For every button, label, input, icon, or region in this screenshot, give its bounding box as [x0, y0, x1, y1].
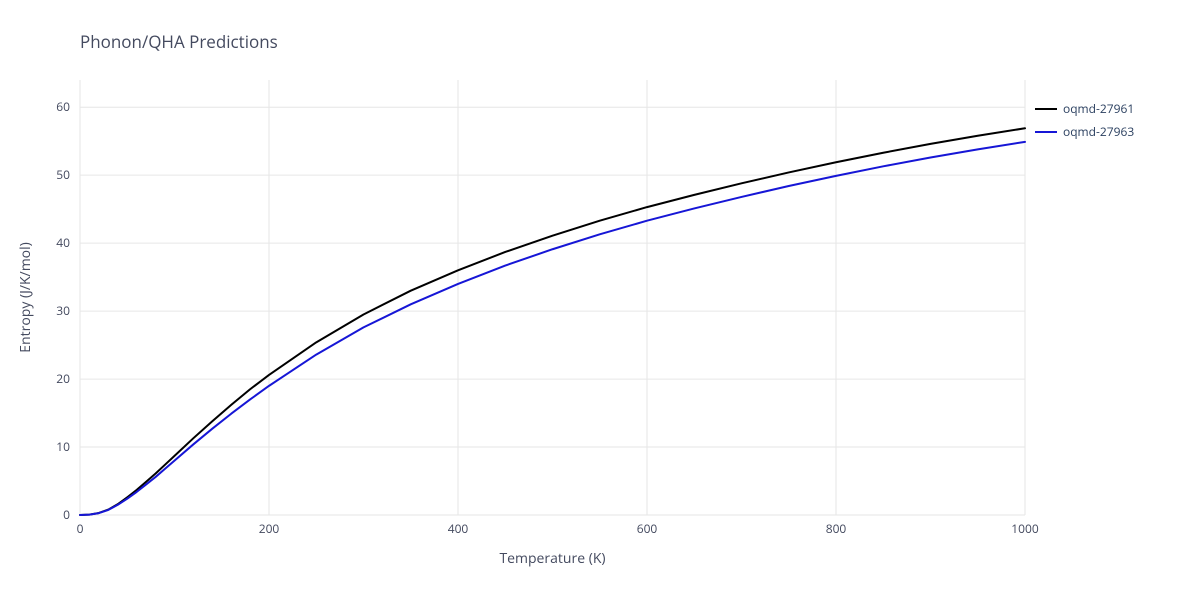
legend-label: oqmd-27961: [1063, 100, 1134, 117]
chart-container: Phonon/QHA Predictions 02004006008001000…: [0, 0, 1200, 600]
chart-title: Phonon/QHA Predictions: [80, 30, 278, 53]
legend-label: oqmd-27963: [1063, 123, 1134, 140]
series-line[interactable]: [80, 128, 1025, 515]
y-tick-label: 50: [56, 166, 70, 183]
series-line[interactable]: [80, 142, 1025, 515]
y-axis-label: Entropy (J/K/mol): [16, 242, 35, 353]
y-tick-label: 60: [56, 98, 70, 115]
y-tick-label: 0: [63, 506, 70, 523]
line-series-group: [80, 128, 1025, 515]
legend-swatch: [1035, 131, 1057, 133]
gridlines: [80, 80, 1025, 515]
x-tick-label: 200: [259, 520, 280, 537]
legend-item[interactable]: oqmd-27963: [1035, 123, 1134, 140]
x-axis-label: Temperature (K): [499, 549, 605, 568]
legend-item[interactable]: oqmd-27961: [1035, 100, 1134, 117]
x-tick-label: 600: [637, 520, 658, 537]
legend: oqmd-27961 oqmd-27963: [1035, 100, 1134, 146]
legend-swatch: [1035, 108, 1057, 110]
y-tick-label: 40: [56, 234, 70, 251]
x-tick-label: 400: [448, 520, 469, 537]
y-tick-label: 30: [56, 302, 70, 319]
x-tick-label: 800: [826, 520, 847, 537]
plot-svg: 020040060080010000102030405060: [80, 80, 1025, 515]
plot-area: 020040060080010000102030405060: [80, 80, 1025, 515]
x-tick-label: 1000: [1011, 520, 1039, 537]
y-tick-label: 10: [56, 438, 70, 455]
y-tick-label: 20: [56, 370, 70, 387]
x-tick-label: 0: [77, 520, 84, 537]
